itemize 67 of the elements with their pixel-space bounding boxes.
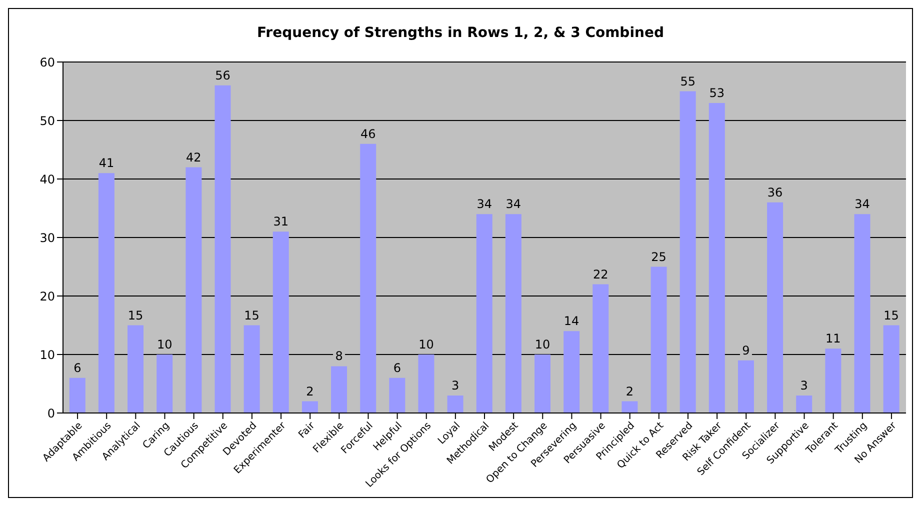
y-tick-label: 50	[40, 114, 55, 128]
y-tick-label: 10	[40, 348, 55, 362]
bar	[128, 325, 144, 413]
data-label: 3	[451, 378, 460, 392]
data-label: 15	[244, 308, 260, 322]
data-label: 11	[826, 332, 841, 346]
bar	[447, 395, 464, 413]
bar	[825, 348, 842, 413]
bar	[214, 85, 231, 413]
data-label: 6	[393, 360, 401, 375]
data-label: 9	[742, 343, 750, 358]
data-label: 25	[651, 250, 666, 264]
bar	[186, 167, 202, 413]
bar	[796, 395, 812, 413]
bar	[650, 266, 667, 413]
data-label: 55	[680, 74, 696, 88]
bar	[883, 325, 900, 413]
data-label: 46	[360, 126, 376, 141]
bar	[680, 91, 696, 413]
data-label: 3	[800, 378, 808, 392]
data-label: 2	[626, 384, 634, 398]
data-label: 42	[186, 150, 202, 164]
bar	[622, 401, 638, 413]
data-label: 8	[335, 349, 343, 364]
bar	[708, 102, 725, 413]
bar	[476, 214, 492, 413]
bar	[418, 354, 434, 413]
x-tick-label: Fair	[296, 420, 318, 441]
bar	[534, 354, 550, 413]
bar	[389, 378, 406, 413]
data-label: 56	[215, 68, 230, 82]
data-label: 34	[854, 197, 870, 212]
data-label: 53	[709, 86, 725, 100]
chart-title: Frequency of Strengths in Rows 1, 2, & 3 Combined	[256, 25, 665, 41]
data-label: 31	[273, 214, 289, 229]
bar	[564, 331, 580, 413]
bar	[156, 354, 173, 413]
data-label: 10	[418, 338, 434, 352]
y-tick-label: 20	[40, 289, 55, 304]
data-label: 34	[506, 197, 522, 212]
data-label: 10	[156, 338, 172, 352]
data-label: 22	[592, 267, 608, 282]
data-label: 6	[74, 360, 82, 375]
data-label: 41	[98, 156, 114, 170]
y-tick-label: 60	[40, 55, 55, 70]
bar	[767, 202, 784, 413]
bar	[302, 401, 318, 413]
data-label: 10	[534, 338, 550, 352]
data-label: 2	[306, 384, 314, 398]
bar	[592, 284, 609, 413]
bar	[505, 214, 522, 413]
data-label: 15	[884, 308, 899, 322]
bar	[98, 173, 114, 413]
bar	[738, 360, 754, 413]
bar	[360, 144, 376, 413]
y-tick-label: 0	[47, 406, 55, 420]
data-label: 15	[128, 308, 144, 322]
data-label: 36	[767, 185, 783, 200]
bar	[331, 366, 348, 413]
data-label: 34	[476, 197, 492, 212]
bar	[854, 214, 870, 413]
y-tick-label: 30	[40, 230, 55, 245]
data-label: 14	[564, 314, 580, 328]
bar	[244, 325, 260, 413]
bar	[272, 232, 289, 413]
bar	[69, 378, 86, 413]
y-tick-label: 40	[40, 172, 55, 186]
